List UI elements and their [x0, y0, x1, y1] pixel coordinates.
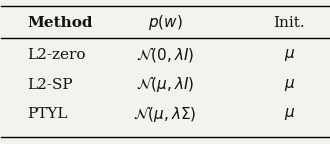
Text: $\mathcal{N}(0, \lambda I)$: $\mathcal{N}(0, \lambda I)$ [136, 46, 194, 64]
Text: Init.: Init. [274, 16, 305, 30]
Text: $p(w)$: $p(w)$ [148, 13, 182, 32]
Text: $\mathcal{N}(\mu, \lambda \Sigma)$: $\mathcal{N}(\mu, \lambda \Sigma)$ [133, 105, 197, 124]
Text: PTYL: PTYL [28, 107, 68, 121]
Text: $\mu$: $\mu$ [284, 106, 295, 122]
Text: $\mu$: $\mu$ [284, 47, 295, 63]
Text: L2-zero: L2-zero [28, 48, 86, 62]
Text: $\mathcal{N}(\mu, \lambda I)$: $\mathcal{N}(\mu, \lambda I)$ [136, 75, 194, 94]
Text: $\mu$: $\mu$ [284, 77, 295, 93]
Text: L2-SP: L2-SP [28, 78, 73, 92]
Text: Method: Method [28, 16, 93, 30]
